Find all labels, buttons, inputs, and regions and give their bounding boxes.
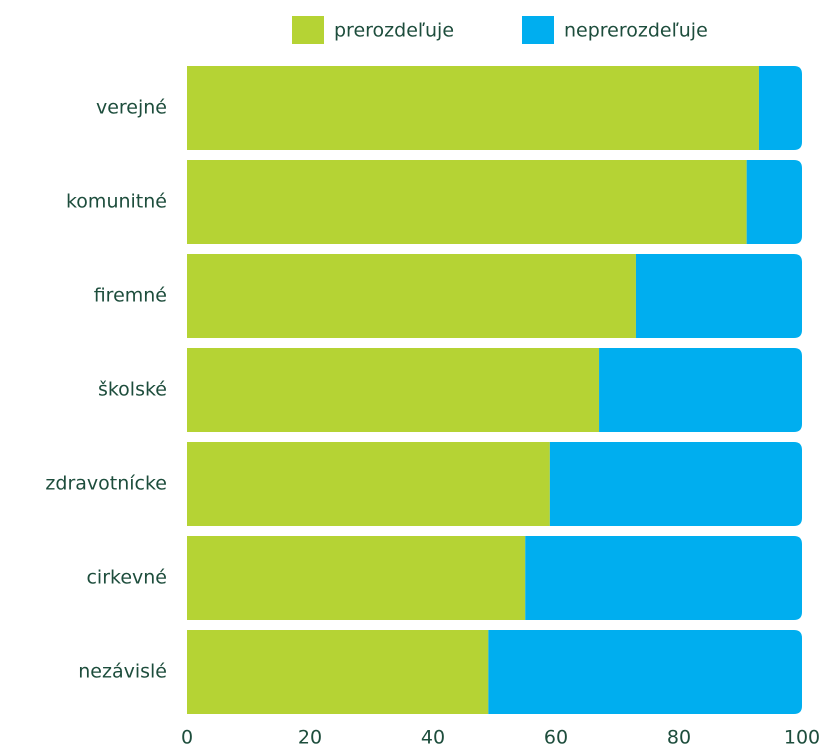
bar-segment: [599, 348, 802, 432]
bar-segment: [187, 442, 550, 526]
legend-label: neprerozdeľuje: [564, 20, 708, 42]
y-tick-label: firemné: [94, 285, 167, 307]
y-tick-label: školské: [98, 379, 167, 401]
bar-segment: [746, 160, 802, 244]
bar-segment: [549, 442, 802, 526]
bar-segment: [187, 536, 526, 620]
bar-segment: [488, 630, 802, 714]
x-tick-label: 100: [784, 727, 820, 746]
y-tick-label: cirkevné: [86, 567, 167, 589]
x-tick-label: 80: [667, 727, 691, 746]
bar-segment: [187, 254, 636, 338]
bar-segment: [187, 160, 747, 244]
y-tick-label: nezávislé: [78, 661, 167, 683]
bar-segment: [635, 254, 802, 338]
bar-segment: [525, 536, 802, 620]
x-tick-label: 60: [544, 727, 568, 746]
x-tick-label: 0: [181, 727, 193, 746]
bar-segment: [187, 348, 600, 432]
y-tick-label: komunitné: [66, 191, 167, 213]
bar-segment: [187, 630, 489, 714]
y-tick-label: verejné: [96, 97, 167, 119]
legend-swatch: [522, 16, 554, 44]
legend-swatch: [292, 16, 324, 44]
y-tick-label: zdravotnícke: [45, 473, 167, 495]
x-tick-label: 40: [421, 727, 445, 746]
bar-segment: [187, 66, 759, 150]
bar-segment: [758, 66, 802, 150]
legend-label: prerozdeľuje: [334, 20, 454, 42]
x-tick-label: 20: [298, 727, 322, 746]
